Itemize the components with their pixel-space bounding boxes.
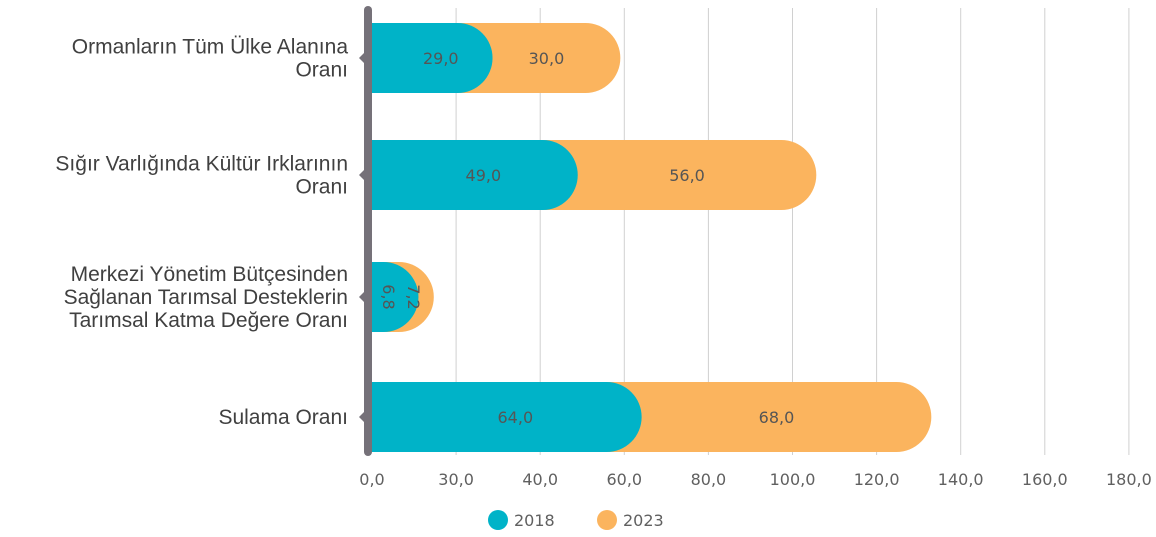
x-tick-label: 180,0	[1106, 470, 1152, 489]
x-tick-labels: 0,0 30,0 40,0 60,0 80,0 100,0 120,0 140,0 160,0 1…	[359, 470, 1152, 489]
x-tick-label: 30,0	[438, 470, 474, 489]
x-tick-label: 40,0	[522, 470, 558, 489]
category-axis	[359, 6, 372, 456]
category-label: Sağlanan Tarımsal Desteklerin	[64, 286, 348, 309]
bar-segment-2018	[369, 262, 419, 332]
category-label: Merkezi Yönetim Bütçesinden	[71, 263, 348, 286]
data-label-2018: 49,0	[466, 166, 502, 185]
bar-segment-2018	[369, 382, 642, 452]
category-label: Tarımsal Katma Değere Oranı	[69, 309, 348, 332]
x-tick-label: 160,0	[1022, 470, 1068, 489]
legend: 2018 2023	[488, 510, 664, 530]
axis-marker	[359, 168, 366, 182]
legend-label-2023: 2023	[623, 511, 664, 530]
x-tick-label: 80,0	[691, 470, 727, 489]
data-label-2023: 56,0	[669, 166, 705, 185]
x-tick-label: 60,0	[606, 470, 642, 489]
x-tick-label: 140,0	[938, 470, 984, 489]
legend-label-2018: 2018	[514, 511, 555, 530]
x-tick-label: 120,0	[854, 470, 900, 489]
category-label: Sığır Varlığında Kültür Irklarının	[55, 153, 348, 176]
data-label-2018: 6,8	[379, 284, 398, 309]
legend-swatch-2018	[488, 510, 508, 530]
axis-marker	[359, 51, 366, 65]
category-label: Oranı	[295, 176, 348, 199]
axis-marker	[359, 410, 366, 424]
data-label-2018: 64,0	[498, 408, 534, 427]
data-label-2023: 68,0	[759, 408, 795, 427]
bars: 29,0 30,0 49,0 56,0 6,8 7,2 64,0 68,0	[369, 23, 932, 452]
category-label: Oranı	[295, 59, 348, 82]
category-label: Sulama Oranı	[218, 406, 348, 429]
x-tick-label: 100,0	[770, 470, 816, 489]
data-label-2023: 7,2	[404, 284, 423, 309]
data-label-2018: 29,0	[423, 49, 459, 68]
category-axis-line	[364, 6, 372, 456]
legend-swatch-2023	[597, 510, 617, 530]
category-label: Ormanların Tüm Ülke Alanına	[72, 36, 349, 59]
bar-segment-2018	[369, 23, 493, 93]
x-tick-label: 0,0	[359, 470, 384, 489]
axis-marker	[359, 290, 366, 304]
data-label-2023: 30,0	[529, 49, 565, 68]
bar-segment-2018	[369, 140, 578, 210]
